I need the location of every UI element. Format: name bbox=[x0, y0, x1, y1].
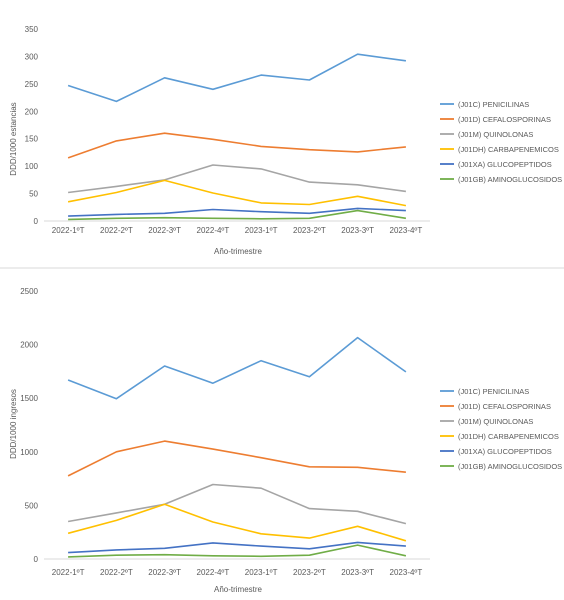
x-tick-label: 2022-4ºT bbox=[197, 226, 230, 235]
y-tick-label: 1000 bbox=[20, 448, 38, 457]
y-tick-label: 1500 bbox=[20, 394, 38, 403]
series-line bbox=[67, 53, 407, 103]
y-tick-label: 350 bbox=[25, 25, 39, 34]
series-line bbox=[67, 132, 406, 159]
legend-label: (J01C) PENICILINAS bbox=[458, 100, 529, 109]
y-axis-title: DDD/1000 ingresos bbox=[9, 389, 18, 459]
y-tick-label: 500 bbox=[25, 501, 39, 510]
y-tick-label: 250 bbox=[25, 80, 39, 89]
x-tick-label: 2022-2ºT bbox=[100, 226, 133, 235]
legend-label: (J01XA) GLUCOPEPTIDOS bbox=[458, 160, 552, 169]
y-tick-label: 2000 bbox=[20, 341, 38, 350]
x-tick-label: 2023-2ºT bbox=[293, 568, 326, 577]
legend-label: (J01DH) CARBAPENEMICOS bbox=[458, 145, 559, 154]
y-tick-label: 0 bbox=[34, 555, 39, 564]
series-line bbox=[68, 541, 406, 554]
series-line bbox=[67, 503, 407, 542]
x-axis-title: Año-trimestre bbox=[214, 247, 263, 256]
series-line bbox=[67, 336, 407, 400]
x-tick-label: 2022-3ºT bbox=[148, 226, 181, 235]
x-tick-label: 2023-3ºT bbox=[341, 568, 374, 577]
x-tick-label: 2023-2ºT bbox=[293, 226, 326, 235]
y-tick-label: 150 bbox=[25, 135, 39, 144]
series-line bbox=[68, 544, 407, 558]
series-line bbox=[68, 207, 406, 217]
y-tick-label: 100 bbox=[25, 162, 39, 171]
legend-label: (J01D) CEFALOSPORINAS bbox=[458, 115, 551, 124]
x-tick-label: 2023-3ºT bbox=[341, 226, 374, 235]
legend-label: (J01C) PENICILINAS bbox=[458, 387, 529, 396]
legend-label: (J01GB) AMINOGLUCOSIDOS bbox=[458, 462, 562, 471]
x-axis-title: Año-trimestre bbox=[214, 585, 263, 594]
series-line bbox=[67, 179, 407, 207]
legend-label: (J01M) QUINOLONAS bbox=[458, 130, 533, 139]
y-tick-label: 200 bbox=[25, 107, 39, 116]
x-tick-label: 2022-3ºT bbox=[148, 568, 181, 577]
x-tick-label: 2023-1ºT bbox=[245, 226, 278, 235]
chart-bottom: DDD/1000 ingresos Año-trimestre 0 500 1000… bbox=[9, 287, 562, 594]
x-tick-label: 2022-2ºT bbox=[100, 568, 133, 577]
legend-label: (J01D) CEFALOSPORINAS bbox=[458, 402, 551, 411]
chart-top: DDD/1000 estancias Año-trimestre 0 50 100 1… bbox=[9, 25, 562, 256]
x-tick-label: 2022-4ºT bbox=[197, 568, 230, 577]
y-tick-label: 0 bbox=[34, 217, 39, 226]
series-line bbox=[67, 164, 407, 194]
y-tick-label: 50 bbox=[29, 190, 38, 199]
x-tick-label: 2023-4ºT bbox=[390, 226, 423, 235]
x-tick-label: 2022-1ºT bbox=[52, 568, 85, 577]
series-line bbox=[67, 483, 407, 525]
x-tick-label: 2022-1ºT bbox=[52, 226, 85, 235]
y-tick-label: 2500 bbox=[20, 287, 38, 296]
legend-label: (J01XA) GLUCOPEPTIDOS bbox=[458, 447, 552, 456]
x-tick-label: 2023-1ºT bbox=[245, 568, 278, 577]
series-line bbox=[67, 440, 406, 477]
legend-label: (J01DH) CARBAPENEMICOS bbox=[458, 432, 559, 441]
y-axis-title: DDD/1000 estancias bbox=[9, 102, 18, 175]
x-tick-label: 2023-4ºT bbox=[390, 568, 423, 577]
y-tick-label: 300 bbox=[25, 52, 39, 61]
legend-label: (J01M) QUINOLONAS bbox=[458, 417, 533, 426]
legend-label: (J01GB) AMINOGLUCOSIDOS bbox=[458, 175, 562, 184]
series-line bbox=[68, 209, 407, 221]
